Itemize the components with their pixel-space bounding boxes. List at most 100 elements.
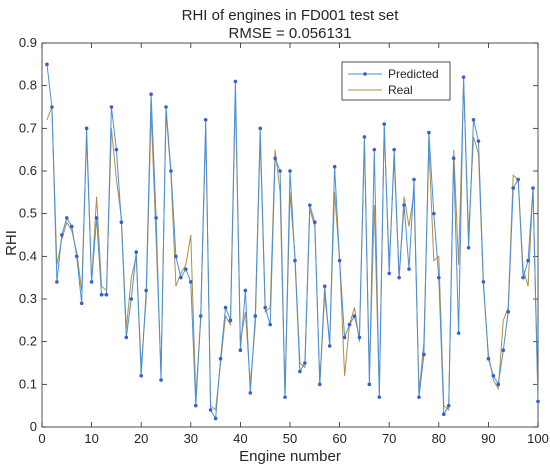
predicted-point	[149, 92, 153, 96]
x-tick-label: 0	[38, 431, 45, 446]
predicted-point	[387, 271, 392, 276]
predicted-point	[213, 416, 218, 421]
predicted-point	[283, 395, 287, 399]
y-tick-label: 0.6	[19, 163, 37, 178]
predicted-point	[332, 164, 337, 169]
predicted-point	[402, 203, 406, 207]
predicted-point	[65, 216, 69, 220]
predicted-point	[189, 280, 193, 284]
predicted-point	[327, 344, 332, 348]
predicted-point	[451, 156, 456, 160]
predicted-point	[337, 258, 342, 263]
predicted-point	[218, 356, 223, 361]
predicted-point	[422, 352, 426, 357]
y-tick-label: 0	[30, 419, 37, 434]
y-tick-label: 0.5	[19, 206, 37, 221]
x-tick-label: 90	[481, 431, 495, 446]
predicted-point	[55, 280, 59, 284]
predicted-point	[154, 216, 158, 220]
predicted-point	[104, 292, 109, 297]
predicted-point	[45, 62, 49, 67]
predicted-point	[412, 177, 416, 182]
predicted-point	[372, 147, 377, 152]
predicted-point	[169, 169, 173, 173]
predicted-point	[476, 139, 481, 143]
y-tick-label: 0.8	[19, 78, 37, 93]
predicted-point	[89, 280, 94, 284]
predicted-point	[144, 288, 148, 293]
predicted-point	[456, 331, 461, 335]
predicted-point	[273, 156, 277, 160]
series-line-predicted	[46, 64, 539, 421]
predicted-point	[253, 314, 258, 318]
predicted-point	[193, 403, 198, 408]
predicted-point	[481, 280, 486, 284]
predicted-point	[243, 288, 248, 293]
legend-box	[341, 61, 451, 101]
predicted-point	[278, 169, 282, 173]
predicted-point	[303, 361, 307, 365]
legend-label-predicted: Predicted	[388, 67, 439, 81]
predicted-point	[486, 356, 491, 361]
predicted-point	[119, 220, 124, 224]
x-tick-label: 80	[432, 431, 446, 446]
predicted-point	[417, 395, 421, 399]
predicted-point	[437, 275, 441, 280]
predicted-point	[521, 275, 525, 280]
x-tick-label: 50	[283, 431, 297, 446]
predicted-point	[50, 105, 54, 109]
predicted-point	[526, 258, 530, 263]
predicted-point	[298, 369, 302, 374]
predicted-point	[223, 305, 228, 310]
predicted-point	[74, 254, 79, 259]
predicted-point	[114, 147, 119, 152]
predicted-point	[198, 314, 203, 318]
predicted-point	[432, 211, 436, 216]
predicted-point	[60, 233, 64, 237]
predicted-point	[377, 395, 382, 399]
x-tick-label: 60	[332, 431, 346, 446]
predicted-point	[496, 382, 501, 387]
y-tick-label: 0.1	[19, 376, 37, 391]
predicted-point	[134, 250, 139, 254]
predicted-point	[228, 318, 233, 323]
predicted-point	[313, 220, 317, 224]
predicted-point	[536, 399, 540, 404]
predicted-point	[174, 254, 178, 259]
legend-label-real: Real	[388, 83, 413, 97]
chart-subtitle: RMSE = 0.056131	[229, 25, 352, 42]
predicted-point	[203, 118, 208, 122]
x-tick-label: 100	[527, 431, 549, 446]
predicted-point	[322, 284, 327, 289]
predicted-point	[461, 75, 466, 79]
predicted-point	[347, 322, 352, 327]
predicted-point	[288, 169, 292, 173]
predicted-point	[159, 378, 163, 382]
predicted-point	[139, 374, 143, 378]
predicted-point	[407, 267, 411, 271]
y-tick-label: 0.7	[19, 120, 37, 135]
predicted-point	[367, 382, 372, 387]
predicted-point	[506, 310, 511, 314]
predicted-point	[357, 335, 362, 340]
predicted-point	[491, 374, 496, 378]
y-axis-label: RHI	[3, 230, 20, 256]
predicted-point	[342, 335, 347, 340]
predicted-point	[392, 147, 396, 152]
predicted-point	[471, 118, 476, 122]
predicted-point	[248, 391, 253, 395]
predicted-point	[184, 267, 188, 271]
x-tick-label: 40	[233, 431, 247, 446]
predicted-point	[238, 348, 243, 353]
predicted-point	[124, 335, 129, 340]
predicted-point	[397, 275, 401, 280]
predicted-point	[233, 79, 238, 84]
plot-frame	[41, 42, 539, 428]
y-tick-label: 0.4	[19, 248, 37, 263]
predicted-point	[94, 216, 99, 220]
y-tick-label: 0.2	[19, 334, 37, 349]
predicted-point	[317, 382, 322, 387]
predicted-point	[84, 126, 89, 131]
predicted-point	[446, 403, 451, 408]
